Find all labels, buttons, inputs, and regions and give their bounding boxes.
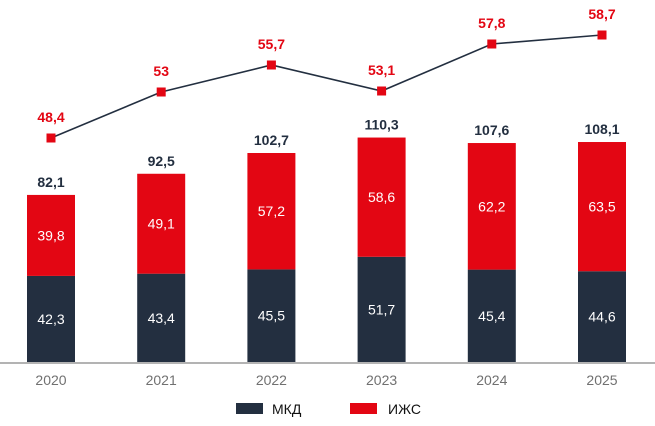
bar-izhs-2021 — [137, 173, 186, 274]
bar-value-label: 45,4 — [478, 308, 505, 324]
line-value-label: 58,7 — [588, 6, 615, 22]
bar-mkd-2021 — [137, 273, 186, 362]
line-value-label: 55,7 — [258, 36, 285, 52]
bar-izhs-2020 — [27, 194, 75, 276]
bar-izhs-2023 — [357, 137, 406, 257]
legend: МКД ИЖС — [236, 401, 421, 417]
line-marker — [487, 39, 497, 49]
x-tick-label: 2023 — [366, 372, 397, 388]
bar-izhs-2022 — [247, 153, 296, 270]
line-series — [50, 34, 603, 139]
total-label: 102,7 — [254, 132, 289, 148]
total-label: 108,1 — [584, 121, 619, 137]
x-tick-label: 2020 — [35, 372, 66, 388]
bar-mkd-2023 — [357, 256, 406, 362]
legend-label-izhs: ИЖС — [388, 401, 421, 417]
bar-value-label: 39,8 — [37, 227, 64, 243]
bar-value-label: 43,4 — [148, 310, 175, 326]
bar-mkd-2025 — [578, 271, 626, 362]
line-value-label: 53,1 — [368, 62, 395, 78]
total-label: 92,5 — [148, 153, 175, 169]
legend-swatch-izhs — [350, 403, 377, 414]
total-label: 110,3 — [364, 117, 398, 133]
bar-mkd-2024 — [467, 269, 516, 362]
total-label: 107,6 — [474, 122, 509, 138]
bar-mkd-2020 — [27, 275, 75, 362]
x-tick-label: 2025 — [586, 372, 617, 388]
line-value-label: 48,4 — [37, 109, 64, 125]
x-tick-label: 2024 — [476, 372, 507, 388]
bar-value-label: 62,2 — [478, 198, 505, 214]
line-marker — [156, 87, 166, 97]
x-tick-label: 2021 — [146, 372, 177, 388]
bar-value-label: 49,1 — [148, 216, 175, 232]
bar-mkd-2022 — [247, 269, 296, 362]
line-value-label: 53 — [153, 63, 169, 79]
bar-izhs-2024 — [467, 143, 516, 270]
line-value-label: 57,8 — [478, 15, 505, 31]
bar-value-label: 58,6 — [368, 189, 395, 205]
bar-value-label: 51,7 — [368, 301, 395, 317]
bar-value-label: 42,3 — [37, 311, 64, 327]
legend-label-mkd: МКД — [272, 401, 302, 417]
bar-value-label: 57,2 — [258, 203, 285, 219]
line-marker — [266, 60, 276, 70]
bar-izhs-2025 — [578, 142, 626, 272]
legend-swatch-mkd — [236, 403, 263, 414]
bar-value-label: 45,5 — [258, 308, 285, 324]
line-marker — [597, 30, 607, 40]
bar-value-label: 44,6 — [588, 309, 615, 325]
bar-value-label: 63,5 — [588, 199, 615, 215]
total-label: 82,1 — [37, 174, 64, 190]
line-marker — [46, 133, 56, 143]
line-marker — [377, 86, 387, 96]
x-tick-label: 2022 — [256, 372, 287, 388]
